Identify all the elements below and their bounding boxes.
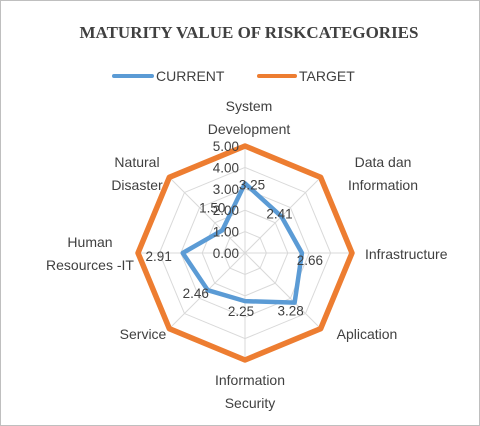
tick-label: 4.00 (213, 160, 239, 175)
data-label-infrastructure: 2.66 (297, 253, 323, 268)
grid-spoke-natural-disaster (168, 176, 246, 254)
series-target (135, 143, 355, 363)
radial-tick-labels: 0.00 1.00 2.00 3.00 4.00 5.00 (213, 139, 239, 261)
chart-title: MATURITY VALUE OF RISKCATEGORIES (80, 23, 419, 42)
legend: CURRENT TARGET (112, 68, 355, 84)
data-labels: 3.252.41 2.66 3.28 2.25 2.46 2.91 1.50 (146, 177, 323, 319)
data-label-system-development: 3.25 (239, 177, 265, 192)
category-label-information-security: Information Security (215, 372, 285, 411)
category-label-service: Service (120, 326, 167, 342)
tick-label: 2.00 (213, 203, 239, 218)
tick-label: 3.00 (213, 182, 239, 197)
radar-series (135, 143, 355, 363)
tick-label: 0.00 (213, 246, 239, 261)
data-label-aplication: 3.28 (277, 304, 303, 319)
data-label-information-security: 2.25 (228, 304, 254, 319)
category-label-data-dan-information: Data dan Information (348, 154, 418, 193)
data-label-human-resources-it: 2.91 (146, 249, 172, 264)
category-label-system-development: System Development (208, 98, 291, 137)
data-label-natural-disaster: 1.50 (199, 200, 225, 215)
legend-label-current: CURRENT (156, 68, 225, 84)
data-label-service: 2.46 (183, 286, 209, 301)
series-current (180, 181, 305, 305)
grid-spoke-aplication (244, 252, 322, 330)
category-label-infrastructure: Infrastructure (365, 246, 448, 262)
tick-label: 1.00 (213, 225, 239, 240)
category-label-human-resources-it: Human Resources -IT (46, 234, 134, 273)
category-labels: System Development Data dan Information Infr… (46, 98, 448, 411)
category-label-natural-disaster: Natural Disaster (111, 154, 163, 193)
tick-label: 5.00 (213, 139, 239, 154)
legend-label-target: TARGET (299, 68, 355, 84)
category-label-aplication: Aplication (337, 326, 398, 342)
data-label-data-dan-information: 2.41 (266, 207, 292, 222)
